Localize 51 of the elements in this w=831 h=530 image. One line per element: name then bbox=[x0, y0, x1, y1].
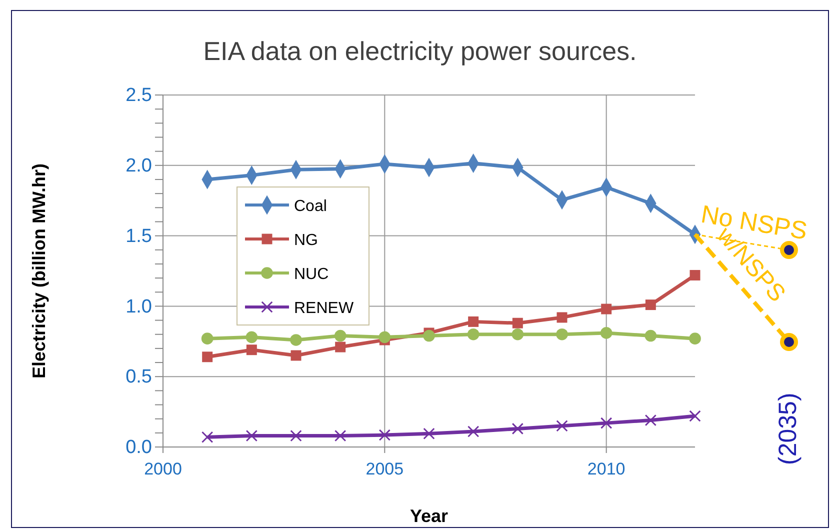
point bbox=[644, 330, 657, 342]
point bbox=[600, 327, 612, 339]
point bbox=[556, 420, 568, 432]
point bbox=[467, 328, 480, 340]
point bbox=[556, 312, 568, 323]
point bbox=[290, 350, 302, 361]
legend-label: RENEW bbox=[294, 300, 354, 317]
point bbox=[201, 332, 214, 344]
point bbox=[290, 430, 302, 442]
x-tick-label: 2005 bbox=[366, 460, 404, 479]
point bbox=[645, 300, 656, 310]
point bbox=[246, 344, 257, 356]
y-tick-label: 1.5 bbox=[126, 226, 152, 247]
point bbox=[246, 331, 258, 344]
point bbox=[468, 316, 479, 327]
point bbox=[378, 429, 391, 441]
y-tick-label: 0.5 bbox=[126, 366, 152, 388]
y-tick-label: 2.5 bbox=[126, 85, 152, 106]
point bbox=[512, 422, 524, 435]
point bbox=[556, 328, 568, 340]
point bbox=[202, 352, 213, 362]
point bbox=[601, 304, 612, 314]
y-tick-label: 2.0 bbox=[126, 155, 152, 176]
point bbox=[335, 342, 346, 352]
point bbox=[290, 334, 302, 346]
point bbox=[201, 431, 214, 444]
point bbox=[644, 414, 657, 426]
point bbox=[690, 270, 700, 280]
point bbox=[689, 332, 701, 344]
y-axis-title: Electricity (billion MW.hr) bbox=[29, 163, 49, 379]
y-tick-label: 1.0 bbox=[126, 296, 152, 318]
x-axis-title: Year bbox=[410, 506, 448, 526]
point bbox=[246, 430, 258, 442]
y-tick-label: 0.0 bbox=[126, 437, 152, 458]
text: (2035) bbox=[774, 392, 802, 465]
point bbox=[378, 331, 391, 344]
legend-label: NUC bbox=[294, 266, 329, 283]
x-tick-label: 2000 bbox=[144, 460, 182, 479]
x-tick-label: 2010 bbox=[587, 460, 626, 479]
point bbox=[512, 328, 524, 340]
point bbox=[467, 426, 480, 438]
point bbox=[423, 428, 435, 440]
point bbox=[423, 330, 435, 342]
chart-title: EIA data on electricity power sources. bbox=[203, 36, 637, 66]
legend-label: Coal bbox=[294, 198, 327, 215]
point bbox=[334, 430, 346, 442]
point bbox=[600, 417, 612, 429]
legend-label: NG bbox=[294, 232, 318, 249]
point bbox=[512, 318, 523, 328]
point bbox=[334, 330, 346, 342]
point bbox=[689, 410, 701, 422]
